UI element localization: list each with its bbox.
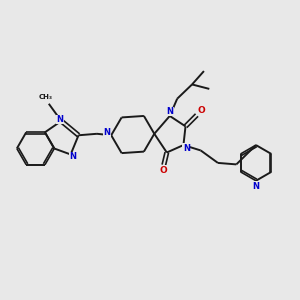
Text: N: N — [70, 152, 76, 161]
Text: N: N — [183, 144, 190, 153]
Text: N: N — [103, 128, 111, 137]
Text: N: N — [56, 115, 63, 124]
Text: N: N — [166, 107, 173, 116]
Text: N: N — [253, 182, 260, 190]
Text: CH₃: CH₃ — [38, 94, 52, 100]
Text: O: O — [198, 106, 206, 115]
Text: O: O — [159, 166, 167, 175]
